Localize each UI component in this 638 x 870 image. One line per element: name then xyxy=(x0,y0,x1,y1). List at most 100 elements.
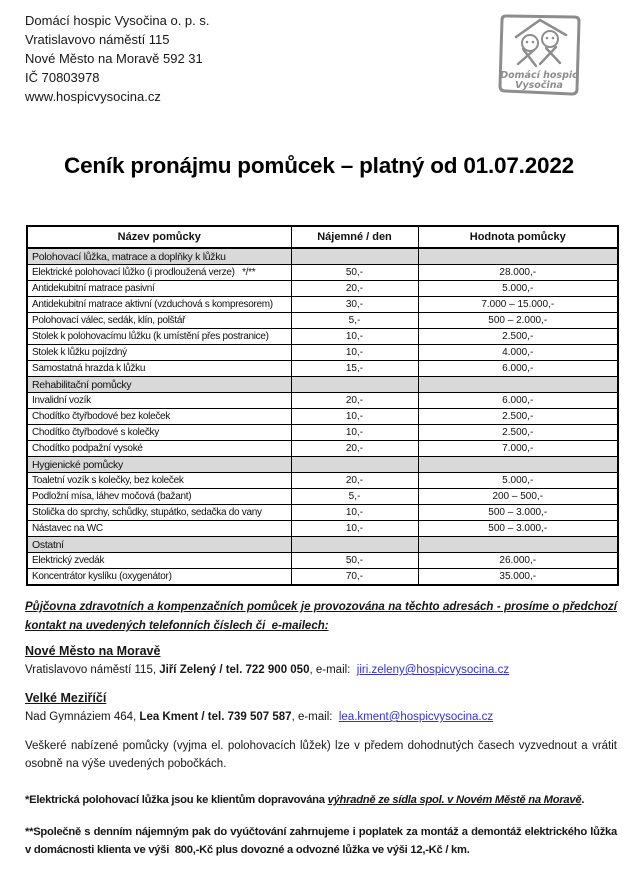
item-rent-per-day: 5,- xyxy=(290,488,419,505)
hospic-logo: Domácí hospic Vysočina xyxy=(492,6,586,100)
contact-line: Nad Gymnáziem 464, Lea Kment / tel. 739 … xyxy=(25,709,625,726)
footnote-period: . xyxy=(581,794,585,806)
footnote-text: *Elektrická polohovací lůžka jsou ke kli… xyxy=(25,794,328,806)
item-value: 2.500,- xyxy=(417,424,619,441)
item-name: Stolek k polohovacímu lůžku (k umístění … xyxy=(26,328,292,345)
contact-block-nove-mesto: Nové Město na Moravě Vratislavovo náměst… xyxy=(25,643,625,679)
logo-text-line2: Vysočina xyxy=(515,80,563,91)
section-label: Rehabilitační pomůcky xyxy=(26,376,292,393)
table-row: Podložní mísa, láhev močová (bažant) 5,- 2… xyxy=(26,488,619,505)
item-rent-per-day: 20,- xyxy=(290,392,419,409)
item-rent-per-day: 10,- xyxy=(290,504,419,521)
price-table-body: Polohovací lůžka, matrace a doplňky k lů… xyxy=(26,247,619,586)
item-rent-per-day xyxy=(290,456,419,473)
contact-person-tel: Lea Kment / tel. 739 507 587 xyxy=(139,711,292,723)
item-name: Koncentrátor kyslíku (oxygenátor) xyxy=(26,568,292,586)
item-value: 2.500,- xyxy=(417,408,619,425)
contact-city-heading: Nové Město na Moravě xyxy=(25,644,161,658)
section-row: Rehabilitační pomůcky xyxy=(26,376,619,393)
item-name: Antidekubitní matrace pasivní xyxy=(26,280,292,297)
org-address-block: Domácí hospic Vysočina o. p. s. Vratisla… xyxy=(25,11,210,106)
item-value: 6.000,- xyxy=(417,360,619,377)
hospic-logo-icon: Domácí hospic Vysočina xyxy=(498,14,581,96)
item-rent-per-day: 30,- xyxy=(290,296,419,313)
item-rent-per-day: 15,- xyxy=(290,360,419,377)
email-link[interactable]: jiri.zeleny@hospicvysocina.cz xyxy=(356,664,510,676)
table-row: Nástavec na WC 10,- 500 – 3.000,- xyxy=(26,520,619,537)
contact-city-heading: Velké Meziříčí xyxy=(25,691,107,705)
footnote-underlined-text: výhradně ze sídla spol. v Novém Městě na… xyxy=(327,794,582,806)
section-row: Ostatní xyxy=(26,536,619,553)
item-value: 35.000,- xyxy=(417,568,619,586)
item-value: 5.000,- xyxy=(417,472,619,489)
table-row: Invalidní vozík 20,- 6.000,- xyxy=(26,392,619,409)
table-row: Stolek k lůžku pojízdný 10,- 4.000,- xyxy=(26,344,619,361)
item-value: 500 – 3.000,- xyxy=(417,504,619,521)
section-row: Hygienické pomůcky xyxy=(26,456,619,473)
item-value xyxy=(417,456,619,473)
contact-address: Nad Gymnáziem 464, xyxy=(25,711,140,723)
item-value: 500 – 2.000,- xyxy=(417,312,619,329)
item-name: Invalidní vozík xyxy=(26,392,292,409)
item-value: 6.000,- xyxy=(417,392,619,409)
table-row: Koncentrátor kyslíku (oxygenátor) 70,- 35.… xyxy=(26,568,619,586)
table-row: Elektrický zvedák 50,- 26.000,- xyxy=(26,552,619,569)
table-row: Polohovací válec, sedák, klín, polštář 5,… xyxy=(26,312,619,329)
section-label: Hygienické pomůcky xyxy=(26,456,292,473)
item-name: Chodítko podpažní vysoké xyxy=(26,440,292,457)
item-rent-per-day xyxy=(290,247,419,265)
item-rent-per-day: 20,- xyxy=(290,440,419,457)
contact-email-label: , e-mail: xyxy=(309,664,357,676)
item-rent-per-day: 50,- xyxy=(290,264,419,281)
section-label: Ostatní xyxy=(26,536,292,553)
item-name: Stolička do sprchy, schůdky, stupátko, s… xyxy=(26,504,292,521)
item-name: Chodítko čtyřbodové bez koleček xyxy=(26,408,292,425)
col-header-name: Název pomůcky xyxy=(26,225,292,249)
footnote-fees: **Společně s denním nájemným pak do vyúč… xyxy=(25,826,617,856)
item-value xyxy=(417,536,619,553)
item-rent-per-day: 20,- xyxy=(290,472,419,489)
item-rent-per-day: 10,- xyxy=(290,424,419,441)
item-name: Elektrický zvedák xyxy=(26,552,292,569)
item-rent-per-day: 5,- xyxy=(290,312,419,329)
col-header-value: Hodnota pomůcky xyxy=(417,225,619,249)
table-row: Elektrické polohovací lůžko (i prodlouže… xyxy=(26,264,619,281)
item-value: 5.000,- xyxy=(417,280,619,297)
item-name: Elektrické polohovací lůžko (i prodlouže… xyxy=(26,264,292,281)
logo-text-line1: Domácí hospic xyxy=(500,70,578,81)
table-row: Toaletní vozík s kolečky, bez koleček 20,… xyxy=(26,472,619,489)
contact-email-label: , e-mail: xyxy=(291,711,339,723)
item-rent-per-day: 20,- xyxy=(290,280,419,297)
org-ic: IČ 70803978 xyxy=(25,70,100,85)
item-rent-per-day: 10,- xyxy=(290,408,419,425)
item-rent-per-day: 10,- xyxy=(290,344,419,361)
contact-person-tel: Jiří Zelený / tel. 722 900 050 xyxy=(159,664,310,676)
item-rent-per-day: 50,- xyxy=(290,552,419,569)
org-street: Vratislavovo náměstí 115 xyxy=(25,32,170,47)
table-header-row: Název pomůcky Nájemné / den Hodnota pomů… xyxy=(26,225,619,249)
table-row: Samostatná hrazda k lůžku 15,- 6.000,- xyxy=(26,360,619,377)
email-link[interactable]: lea.kment@hospicvysocina.cz xyxy=(338,711,494,723)
item-name: Stolek k lůžku pojízdný xyxy=(26,344,292,361)
table-row: Chodítko čtyřbodové bez koleček 10,- 2.500… xyxy=(26,408,619,425)
section-row: Polohovací lůžka, matrace a doplňky k lů… xyxy=(26,247,619,265)
contact-block-velke-mezirici: Velké Meziříčí Nad Gymnáziem 464, Lea Km… xyxy=(25,690,625,726)
item-name: Polohovací válec, sedák, klín, polštář xyxy=(26,312,292,329)
table-row: Antidekubitní matrace pasivní 20,- 5.000,- xyxy=(26,280,619,297)
footnote-delivery: *Elektrická polohovací lůžka jsou ke kli… xyxy=(25,792,635,809)
item-name: Podložní mísa, láhev močová (bažant) xyxy=(26,488,292,505)
item-value: 28.000,- xyxy=(417,264,619,281)
contact-line: Vratislavovo náměstí 115, Jiří Zelený / … xyxy=(25,662,625,679)
org-city: Nové Město na Moravě 592 31 xyxy=(25,51,203,66)
item-value: 500 – 3.000,- xyxy=(417,520,619,537)
item-rent-per-day xyxy=(290,536,419,553)
contact-address: Vratislavovo náměstí 115, xyxy=(25,664,160,676)
item-value: 26.000,- xyxy=(417,552,619,569)
item-value: 2.500,- xyxy=(417,328,619,345)
item-rent-per-day: 10,- xyxy=(290,328,419,345)
item-rent-per-day: 70,- xyxy=(290,568,419,586)
item-value xyxy=(417,247,619,265)
item-name: Nástavec na WC xyxy=(26,520,292,537)
item-name: Antidekubitní matrace aktivní (vzduchová… xyxy=(26,296,292,313)
